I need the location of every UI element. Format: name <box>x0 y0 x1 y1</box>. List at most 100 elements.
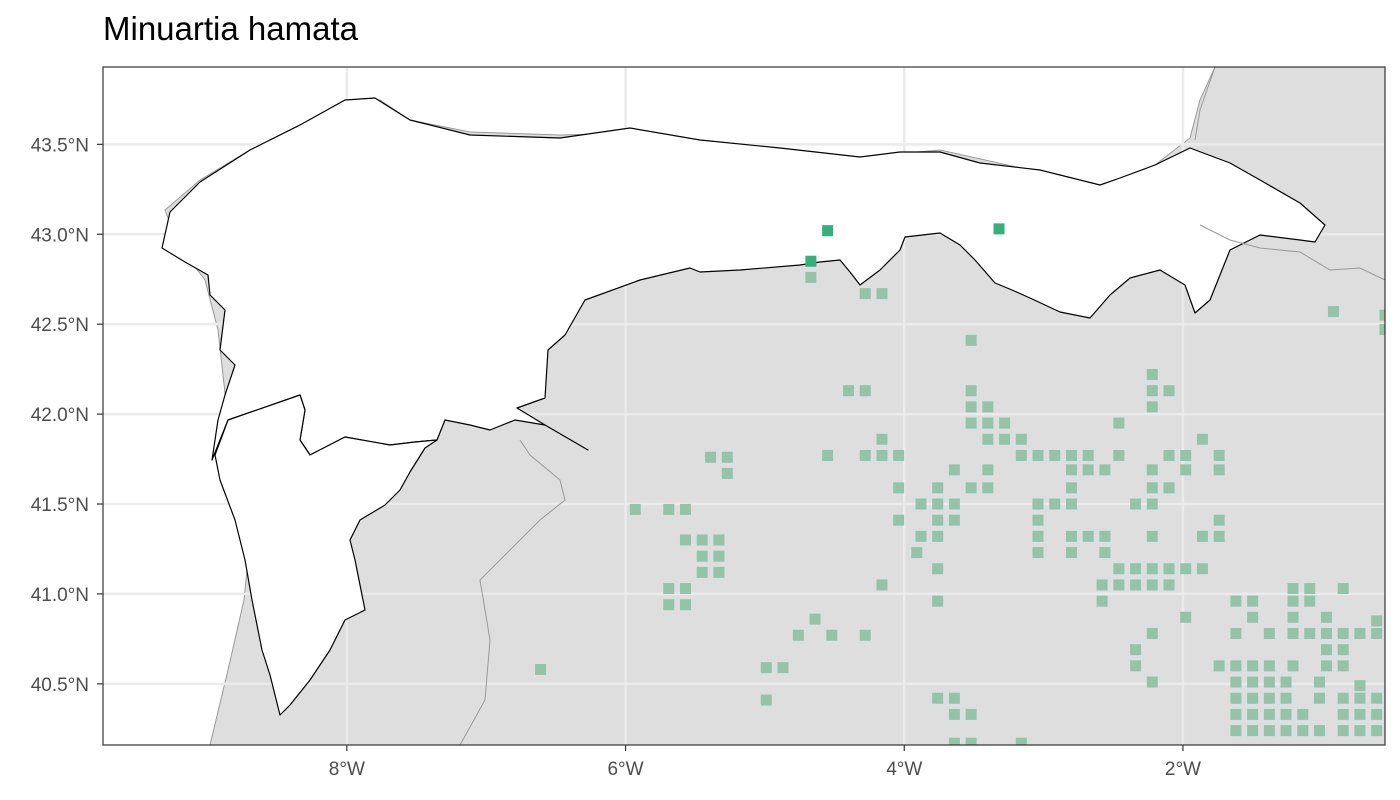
y-tick-label: 41.0°N <box>31 585 89 606</box>
record-marker-outside <box>1130 498 1142 510</box>
record-marker-outside <box>1263 725 1275 737</box>
record-marker-outside <box>713 566 725 578</box>
record-marker-outside <box>1263 627 1275 639</box>
record-marker-outside <box>1099 530 1111 542</box>
record-marker-outside <box>1337 583 1349 595</box>
record-marker-outside <box>777 662 789 674</box>
record-marker-outside <box>1065 482 1077 494</box>
record-marker-outside <box>1354 680 1366 692</box>
study-area-south-outline <box>214 394 438 716</box>
record-marker-outside <box>999 417 1011 429</box>
record-marker-outside <box>915 498 927 510</box>
record-marker-outside <box>1280 725 1292 737</box>
record-marker-outside <box>1032 547 1044 559</box>
record-marker-outside <box>1065 530 1077 542</box>
record-marker-outside <box>1146 676 1158 688</box>
record-marker-outside <box>1280 676 1292 688</box>
record-marker-outside <box>1049 498 1061 510</box>
record-marker-outside <box>965 401 977 413</box>
x-tick-label: 8°W <box>329 759 365 780</box>
x-tick-label: 2°W <box>1165 759 1201 780</box>
record-marker-outside <box>1354 692 1366 704</box>
record-marker-outside <box>1146 482 1158 494</box>
record-marker-outside <box>948 464 960 476</box>
record-marker-outside <box>1337 627 1349 639</box>
record-marker-outside <box>696 550 708 562</box>
map-panel-border <box>102 66 1386 746</box>
record-marker-outside <box>1314 676 1326 688</box>
record-marker-outside <box>859 629 871 641</box>
record-marker-outside <box>932 514 944 526</box>
y-tick-label: 41.5°N <box>31 495 89 516</box>
record-marker-outside <box>1263 660 1275 672</box>
record-marker-outside <box>932 692 944 704</box>
record-marker-outside <box>965 417 977 429</box>
record-marker-outside <box>1015 449 1027 461</box>
record-marker-outside <box>1287 583 1299 595</box>
record-marker-outside <box>1337 725 1349 737</box>
y-tick-label: 42.5°N <box>31 315 89 336</box>
record-marker-outside <box>1130 563 1142 575</box>
record-marker-outside <box>1049 449 1061 461</box>
record-marker-outside <box>859 288 871 300</box>
record-marker-outside <box>1247 676 1259 688</box>
record-marker-outside <box>932 498 944 510</box>
record-marker-outside <box>1180 611 1192 623</box>
record-marker-outside <box>1130 579 1142 591</box>
record-marker-outside <box>1230 725 1242 737</box>
record-marker-outside <box>1180 449 1192 461</box>
record-marker-outside <box>1196 563 1208 575</box>
y-tick-label: 43.5°N <box>31 135 89 156</box>
records-outside-study-area <box>535 271 1385 745</box>
record-marker-outside <box>1379 309 1385 321</box>
record-marker-outside <box>843 385 855 397</box>
record-marker-outside <box>982 401 994 413</box>
record-marker-outside <box>1371 725 1383 737</box>
record-marker-outside <box>1230 692 1242 704</box>
record-marker-outside <box>1146 464 1158 476</box>
record-marker-in-area <box>822 225 834 237</box>
record-marker-outside <box>876 288 888 300</box>
record-marker-outside <box>679 503 691 515</box>
record-marker-outside <box>1213 464 1225 476</box>
record-marker-outside <box>1263 676 1275 688</box>
record-marker-outside <box>1354 627 1366 639</box>
record-marker-outside <box>1146 369 1158 381</box>
record-marker-outside <box>1230 708 1242 720</box>
record-marker-outside <box>1032 530 1044 542</box>
record-marker-outside <box>805 271 817 283</box>
record-marker-outside <box>1247 611 1259 623</box>
record-marker-outside <box>1287 660 1299 672</box>
record-marker-outside <box>1146 498 1158 510</box>
record-marker-outside <box>1196 530 1208 542</box>
record-marker-outside <box>1337 660 1349 672</box>
record-marker-outside <box>911 547 923 559</box>
record-marker-outside <box>965 482 977 494</box>
record-marker-outside <box>982 482 994 494</box>
record-marker-outside <box>893 514 905 526</box>
record-marker-outside <box>1113 417 1125 429</box>
record-marker-outside <box>792 629 804 641</box>
record-marker-outside <box>948 498 960 510</box>
record-marker-outside <box>721 467 733 479</box>
record-marker-outside <box>965 708 977 720</box>
y-axis: 43.5°N 43.0°N 42.5°N 42.0°N 41.5°N 41.0°N 40.5… <box>31 135 103 696</box>
record-marker-outside <box>1263 708 1275 720</box>
record-marker-outside <box>1287 627 1299 639</box>
record-marker-outside <box>1099 464 1111 476</box>
record-marker-outside <box>1337 644 1349 656</box>
record-marker-outside <box>1032 514 1044 526</box>
record-marker-outside <box>948 692 960 704</box>
record-marker-outside <box>1247 660 1259 672</box>
record-marker-outside <box>1082 449 1094 461</box>
record-marker-outside <box>859 385 871 397</box>
record-marker-outside <box>1096 579 1108 591</box>
y-tick-label: 40.5°N <box>31 675 89 696</box>
french-coast <box>1194 67 1216 141</box>
record-marker-outside <box>893 449 905 461</box>
record-marker-outside <box>1213 530 1225 542</box>
record-marker-outside <box>1180 464 1192 476</box>
map-title: Minuartia hamata <box>103 10 358 47</box>
record-marker-outside <box>1099 547 1111 559</box>
